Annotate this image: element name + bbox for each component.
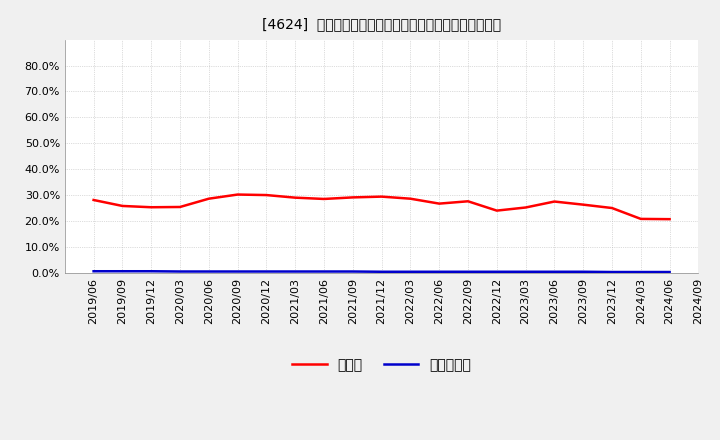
有利子負債: [233, 269, 242, 274]
有利子負債: [176, 269, 184, 274]
現預金: [233, 192, 242, 197]
Line: 現預金: 現預金: [94, 194, 670, 219]
Line: 有利子負債: 有利子負債: [94, 271, 670, 272]
現預金: [291, 195, 300, 200]
有利子負債: [291, 269, 300, 274]
有利子負債: [464, 269, 472, 275]
有利子負債: [608, 269, 616, 275]
現預金: [406, 196, 415, 202]
現預金: [521, 205, 530, 210]
有利子負債: [636, 269, 645, 275]
現預金: [608, 205, 616, 211]
有利子負債: [435, 269, 444, 275]
有利子負債: [550, 269, 559, 275]
現預金: [147, 205, 156, 210]
現預金: [579, 202, 588, 207]
現預金: [636, 216, 645, 222]
現預金: [89, 198, 98, 203]
Title: [4624]  現預金、有利子負債の総資産に対する比率の推移: [4624] 現預金、有利子負債の総資産に対する比率の推移: [262, 18, 501, 32]
有利子負債: [320, 269, 328, 274]
有利子負債: [348, 269, 357, 274]
有利子負債: [665, 269, 674, 275]
現預金: [435, 201, 444, 206]
有利子負債: [579, 269, 588, 275]
現預金: [550, 199, 559, 204]
現預金: [377, 194, 386, 199]
現預金: [204, 196, 213, 202]
現預金: [492, 208, 501, 213]
有利子負債: [521, 269, 530, 275]
現預金: [176, 204, 184, 209]
Legend: 現預金, 有利子負債: 現預金, 有利子負債: [287, 353, 477, 378]
現預金: [665, 216, 674, 222]
有利子負債: [204, 269, 213, 274]
現預金: [348, 195, 357, 200]
有利子負債: [406, 269, 415, 275]
有利子負債: [377, 269, 386, 275]
有利子負債: [262, 269, 271, 274]
有利子負債: [492, 269, 501, 275]
現預金: [262, 192, 271, 198]
有利子負債: [89, 268, 98, 274]
有利子負債: [118, 268, 127, 274]
現預金: [464, 198, 472, 204]
有利子負債: [147, 268, 156, 274]
現預金: [320, 196, 328, 202]
現預金: [118, 203, 127, 209]
